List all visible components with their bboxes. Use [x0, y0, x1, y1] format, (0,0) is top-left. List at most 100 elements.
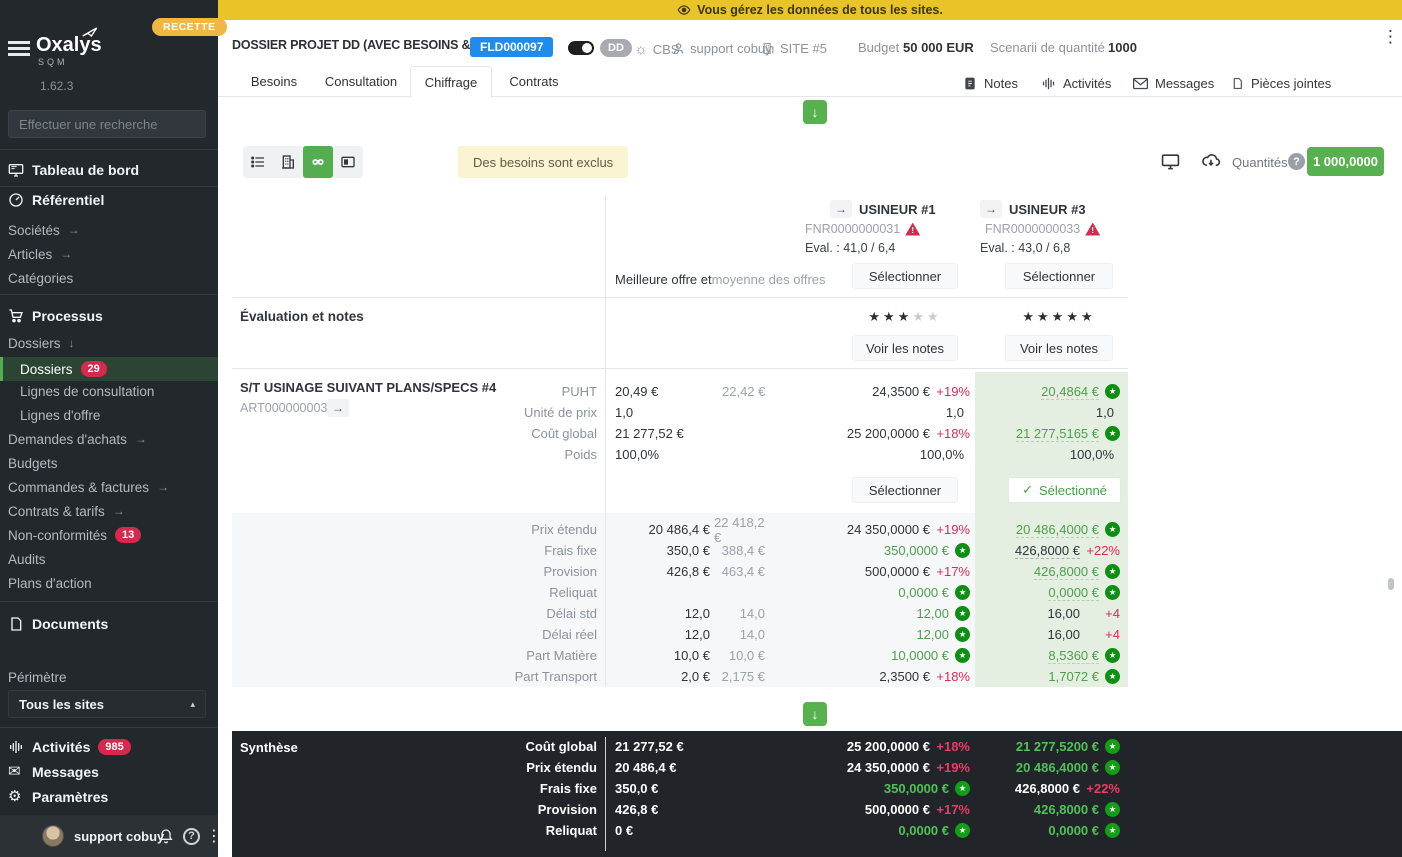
quick-link-notes[interactable]: Notes — [963, 74, 1018, 92]
expand-down-button[interactable]: ↓ — [803, 100, 827, 124]
table-row: Part Transport 2,0 € 2,175 € 2,3500 €+18… — [232, 666, 1128, 687]
sidebar-item-commandes-factures[interactable]: Commandes & factures→ — [8, 477, 169, 497]
avatar[interactable] — [42, 825, 64, 847]
table-row: Frais fixe 350,0 € 388,4 € 350,0000 €★ 4… — [232, 540, 1128, 561]
best-avg-caption: Meilleure offre et moyenne des offres — [615, 268, 826, 290]
sidebar-item-parametres[interactable]: ⚙ Paramètres — [8, 787, 108, 807]
tab-consultation[interactable]: Consultation — [312, 66, 410, 97]
menu-icon[interactable] — [8, 41, 30, 56]
scenario-value: 1000 — [1108, 40, 1137, 55]
arrow-right-icon: → — [68, 223, 80, 237]
comparison-table: → USINEUR #1 FNR0000000031 ! Eval. : 41,… — [232, 195, 1128, 687]
dossiers-count-badge: 29 — [81, 361, 107, 377]
supplier-1-header[interactable]: → USINEUR #1 — [830, 200, 936, 218]
sidebar-item-audits[interactable]: Audits — [8, 549, 46, 569]
user-name: support cobuy — [74, 829, 164, 844]
sidebar-item-dossiers-active[interactable]: Dossiers 29 — [0, 357, 218, 381]
best-value-star-icon: ★ — [1105, 585, 1120, 600]
supplier-2-header[interactable]: → USINEUR #3 — [980, 200, 1086, 218]
scrollbar-thumb[interactable] — [1388, 578, 1394, 590]
best-value-star-icon: ★ — [1105, 802, 1120, 817]
best-value-star-icon: ★ — [1105, 823, 1120, 838]
tab-chiffrage[interactable]: Chiffrage — [410, 66, 492, 98]
sidebar-item-documents[interactable]: Documents — [8, 614, 108, 634]
activites-count-badge: 985 — [98, 739, 130, 755]
select-supplier-1-button[interactable]: Sélectionner — [852, 263, 958, 289]
quick-link-messages[interactable]: Messages — [1133, 74, 1214, 92]
site-scope-banner: Vous gérez les données de tous les sites… — [218, 0, 1402, 20]
envelope-icon: ✉ — [8, 764, 24, 780]
best-value-star-icon: ★ — [955, 823, 970, 838]
view-card-button[interactable] — [333, 146, 363, 178]
screen-icon[interactable] — [1160, 152, 1181, 171]
logo: Oxalys — [36, 34, 102, 57]
sidebar-item-non-conformites[interactable]: Non-conformités13 — [8, 525, 141, 545]
tab-contrats[interactable]: Contrats — [492, 66, 576, 97]
building-icon — [762, 42, 775, 55]
sidebar-item-plans-action[interactable]: Plans d'action — [8, 573, 92, 593]
sidebar-item-referentiel[interactable]: Référentiel — [8, 190, 104, 210]
quick-link-pieces-jointes[interactable]: Pièces jointes — [1231, 74, 1331, 92]
user-kebab-icon[interactable]: ⋮ — [206, 826, 222, 846]
open-supplier-icon[interactable]: → — [980, 200, 1002, 218]
cloud-download-icon[interactable] — [1201, 151, 1221, 170]
view-supplier-button[interactable] — [273, 146, 303, 178]
header-kebab-icon[interactable]: ⋮ — [1382, 27, 1398, 47]
help-icon[interactable]: ? — [183, 828, 200, 845]
dd-toggle[interactable] — [568, 41, 594, 55]
sidebar-item-messages[interactable]: ✉ Messages — [8, 762, 99, 782]
expand-down-button[interactable]: ↓ — [803, 702, 827, 726]
table-row: Coût global 21 277,52 € 25 200,0000 €+18… — [232, 736, 1128, 757]
search-input[interactable] — [8, 110, 206, 138]
logo-sub: SQM — [38, 57, 68, 67]
supplier-2-notes-button[interactable]: Voir les notes — [1005, 335, 1113, 361]
warning-icon[interactable]: ! — [905, 223, 920, 236]
quick-link-activites[interactable]: Activités — [1041, 74, 1111, 92]
sidebar-item-societes[interactable]: Sociétés→ — [8, 220, 80, 240]
best-value-star-icon: ★ — [1105, 426, 1120, 441]
dd-chip: DD — [600, 39, 632, 57]
view-list-button[interactable] — [243, 146, 273, 178]
warning-icon[interactable]: ! — [1085, 223, 1100, 236]
person-icon — [672, 42, 685, 55]
activity-bars-icon — [1041, 76, 1056, 91]
best-value-star-icon: ★ — [1105, 522, 1120, 537]
sidebar-item-categories[interactable]: Catégories — [8, 268, 73, 288]
view-compare-button[interactable] — [303, 146, 333, 178]
table-row: Part Matière 10,0 € 10,0 € 10,0000 €★ 8,… — [232, 645, 1128, 666]
quantity-scenario-button[interactable]: 1 000,0000 — [1307, 147, 1384, 176]
table-row: Frais fixe 350,0 € 350,0000 €★ 426,8000 … — [232, 778, 1128, 799]
sidebar-item-articles[interactable]: Articles→ — [8, 244, 72, 264]
select-offer-1-button[interactable]: Sélectionner — [852, 477, 958, 503]
supplier-1-notes-button[interactable]: Voir les notes — [852, 335, 958, 361]
attachment-icon — [1231, 76, 1244, 91]
quantities-help-icon[interactable]: ? — [1288, 153, 1305, 170]
sidebar-item-dashboard[interactable]: Tableau de bord — [8, 160, 139, 180]
arrow-right-icon: → — [135, 432, 147, 446]
sidebar-group-dossiers[interactable]: Dossiers↓ — [8, 333, 75, 353]
eye-icon — [677, 3, 691, 17]
arrow-down-icon: ↓ — [69, 336, 75, 350]
app-root: RECETTE Oxalys SQM 1.62.3 Tableau de bor… — [0, 0, 1402, 857]
site-scope-select[interactable]: Tous les sites ▴ — [8, 690, 206, 718]
select-supplier-2-button[interactable]: Sélectionner — [1005, 263, 1113, 289]
best-value-star-icon: ★ — [955, 627, 970, 642]
supplier-2-code: FNR0000000033 — [985, 222, 1080, 236]
folder-badge[interactable]: FLD000097 — [470, 37, 553, 57]
arrow-right-icon: → — [157, 480, 169, 494]
sidebar-item-lignes-consultation[interactable]: Lignes de consultation — [20, 381, 154, 401]
activity-bars-icon — [8, 739, 24, 755]
sidebar-item-lignes-offre[interactable]: Lignes d'offre — [20, 405, 100, 425]
note-icon — [963, 76, 977, 91]
open-supplier-icon[interactable]: → — [830, 200, 852, 218]
sidebar-item-demandes-achats[interactable]: Demandes d'achats→ — [8, 429, 147, 449]
sidebar-item-processus[interactable]: Processus — [8, 306, 103, 326]
bell-icon[interactable] — [158, 828, 174, 844]
sidebar-item-activites[interactable]: Activités 985 — [8, 737, 131, 757]
check-icon: ✓ — [1022, 482, 1033, 498]
selected-offer-2-button[interactable]: ✓ Sélectionné — [1008, 477, 1121, 503]
sidebar-item-contrats-tarifs[interactable]: Contrats & tarifs→ — [8, 501, 125, 521]
tab-besoins[interactable]: Besoins — [236, 66, 312, 97]
arrow-down-icon: ↓ — [812, 706, 819, 722]
sidebar-item-budgets[interactable]: Budgets — [8, 453, 58, 473]
